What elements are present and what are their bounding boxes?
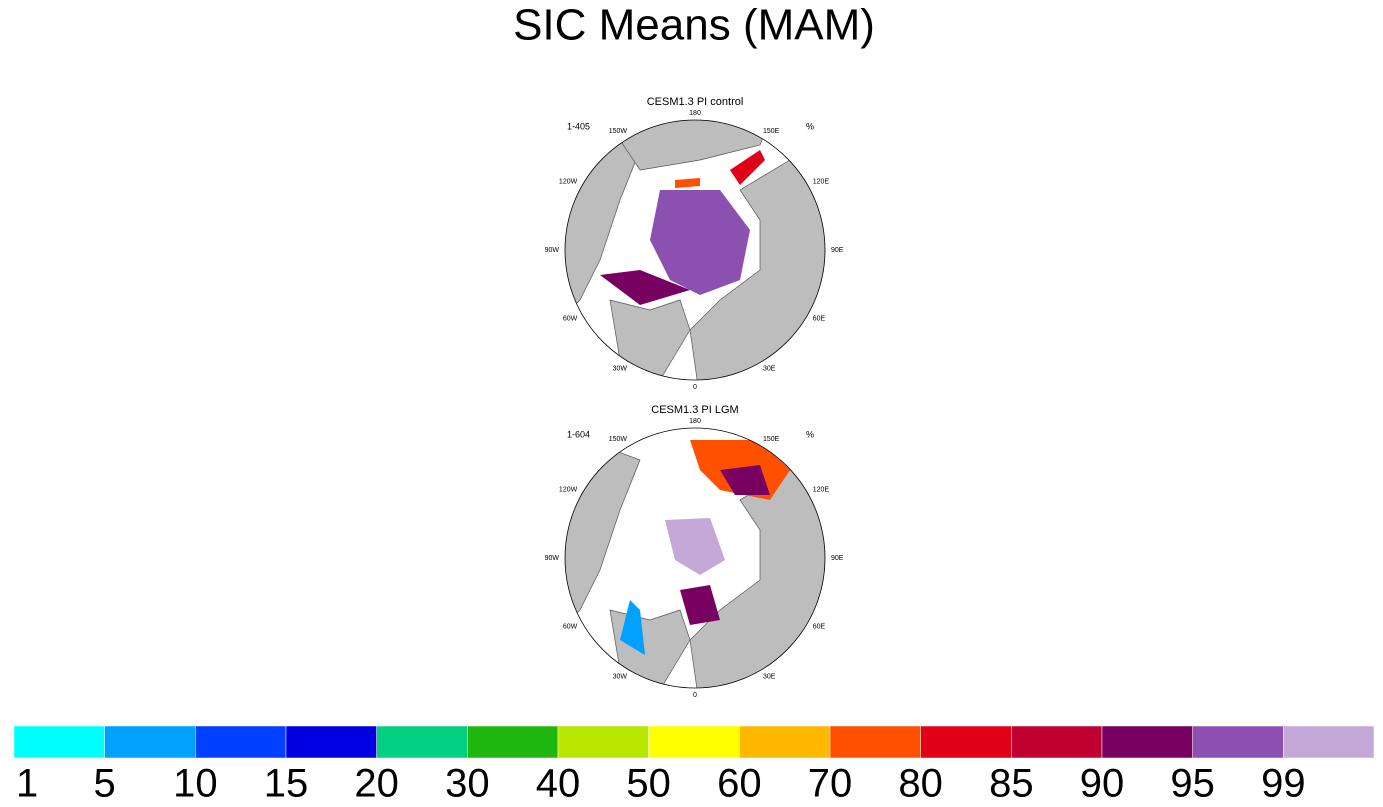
- lon-label: 180: [689, 110, 701, 117]
- colorbar-box: [467, 725, 559, 759]
- colorbar-label: 80: [898, 762, 943, 806]
- lon-label: 180: [689, 418, 701, 425]
- colorbar-box: [1192, 725, 1284, 759]
- panel-left-label: 1-604: [567, 429, 590, 439]
- colorbar-box: [1283, 725, 1375, 759]
- lon-label: 120E: [813, 178, 830, 185]
- panel-title: CESM1.3 PI LGM: [651, 404, 738, 416]
- colorbar-label: 15: [264, 762, 309, 806]
- lon-label: 90E: [831, 247, 844, 254]
- colorbar-box: [648, 725, 740, 759]
- colorbar-box: [195, 725, 287, 759]
- colorbar-box: [829, 725, 921, 759]
- panel-right-label: %: [806, 121, 814, 131]
- lon-label: 0: [693, 692, 697, 699]
- colorbar-box: [376, 725, 468, 759]
- panel-left-label: 1-405: [567, 121, 590, 131]
- lon-label: 30W: [613, 673, 628, 680]
- colorbar-label: 30: [445, 762, 490, 806]
- colorbar-label: 10: [173, 762, 218, 806]
- lon-label: 60E: [813, 315, 826, 322]
- lon-label: 150W: [609, 128, 628, 135]
- lon-label: 120W: [559, 486, 578, 493]
- lon-label: 30E: [763, 673, 776, 680]
- lon-label: 120E: [813, 486, 830, 493]
- lon-label: 90W: [545, 555, 560, 562]
- colorbar-box: [1101, 725, 1193, 759]
- lon-label: 60W: [563, 315, 578, 322]
- lon-label: 150E: [763, 436, 780, 443]
- lon-label: 150W: [609, 436, 628, 443]
- panel-title: CESM1.3 PI control: [647, 96, 744, 108]
- colorbar-box: [739, 725, 831, 759]
- map-2: [565, 428, 825, 688]
- colorbar-box: [1011, 725, 1103, 759]
- colorbar-box: [104, 725, 196, 759]
- colorbar-box: [13, 725, 105, 759]
- colorbar-label: 99: [1261, 762, 1306, 806]
- title: SIC Means (MAM): [513, 1, 875, 50]
- lon-label: 60E: [813, 623, 826, 630]
- panel-right-label: %: [806, 429, 814, 439]
- lon-label: 90E: [831, 555, 844, 562]
- colorbar-label: 85: [989, 762, 1034, 806]
- map-border: [564, 119, 826, 381]
- lon-label: 0: [693, 384, 697, 391]
- map-1: [565, 120, 825, 380]
- lon-label: 60W: [563, 623, 578, 630]
- map-border: [564, 427, 826, 689]
- colorbar-label: 95: [1170, 762, 1215, 806]
- lon-label: 30W: [613, 365, 628, 372]
- colorbar-box: [920, 725, 1012, 759]
- lon-label: 90W: [545, 247, 560, 254]
- colorbar-box: [557, 725, 649, 759]
- lon-label: 150E: [763, 128, 780, 135]
- lon-label: 30E: [763, 365, 776, 372]
- colorbar-box: [285, 725, 377, 759]
- colorbar-label: 20: [354, 762, 399, 806]
- colorbar-label: 1: [16, 762, 38, 806]
- colorbar-label: 60: [717, 762, 762, 806]
- colorbar-label: 40: [536, 762, 581, 806]
- colorbar-label: 5: [94, 762, 116, 806]
- colorbar-label: 90: [1080, 762, 1125, 806]
- lon-label: 120W: [559, 178, 578, 185]
- colorbar-label: 50: [626, 762, 671, 806]
- colorbar-label: 70: [808, 762, 853, 806]
